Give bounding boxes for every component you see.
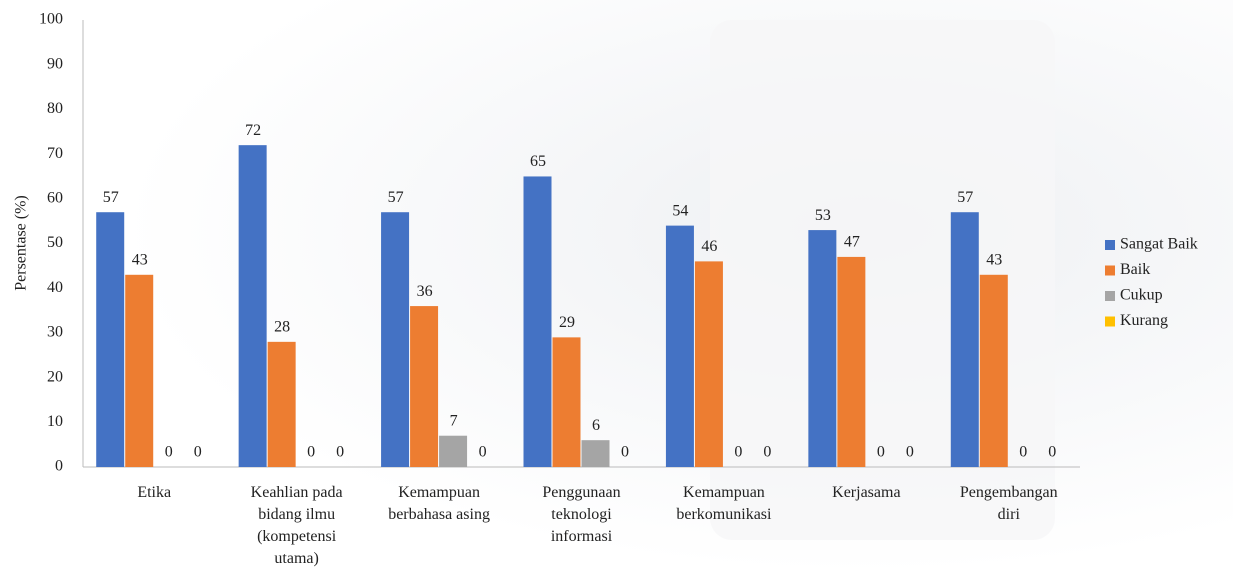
y-tick-label: 50 bbox=[47, 234, 63, 251]
data-label: 0 bbox=[307, 444, 315, 461]
y-tick-label: 60 bbox=[47, 189, 63, 206]
data-label: 65 bbox=[530, 153, 546, 170]
data-label: 0 bbox=[1019, 444, 1027, 461]
x-tick-label: Pengembangan diri bbox=[960, 484, 1058, 523]
bar bbox=[125, 274, 154, 467]
data-label: 0 bbox=[763, 444, 771, 461]
x-tick-label: Keahlian pada bidang ilmu (kompetensi utama… bbox=[251, 484, 343, 567]
data-label: 0 bbox=[1048, 444, 1056, 461]
bar bbox=[410, 306, 439, 467]
bar bbox=[665, 225, 694, 467]
data-label: 0 bbox=[877, 444, 885, 461]
data-label: 36 bbox=[417, 283, 433, 300]
legend-swatch bbox=[1105, 240, 1115, 250]
data-label: 0 bbox=[165, 444, 173, 461]
data-label: 6 bbox=[592, 417, 600, 434]
bar bbox=[808, 230, 837, 467]
legend-label: Baik bbox=[1120, 261, 1150, 278]
data-label: 0 bbox=[621, 444, 629, 461]
bar bbox=[552, 337, 581, 467]
data-label: 72 bbox=[245, 122, 261, 139]
data-label: 29 bbox=[559, 314, 575, 331]
legend-label: Kurang bbox=[1120, 312, 1168, 329]
data-label: 0 bbox=[194, 444, 202, 461]
data-label: 57 bbox=[388, 189, 404, 206]
data-label: 46 bbox=[701, 238, 717, 255]
y-tick-label: 90 bbox=[47, 55, 63, 72]
bar bbox=[381, 212, 410, 467]
data-label: 0 bbox=[479, 444, 487, 461]
bar bbox=[979, 274, 1008, 467]
y-axis-label: Persentase (%) bbox=[13, 195, 30, 291]
bar bbox=[523, 176, 552, 467]
data-label: 53 bbox=[815, 207, 831, 224]
y-tick-label: 20 bbox=[47, 368, 63, 385]
x-tick-label: Penggunaan teknologi informasi bbox=[542, 484, 620, 545]
x-tick-label: Kerjasama bbox=[832, 484, 900, 501]
x-tick-label: Kemampuan berbahasa asing bbox=[388, 484, 490, 523]
data-label: 57 bbox=[103, 189, 119, 206]
legend-label: Cukup bbox=[1120, 287, 1163, 304]
data-label: 57 bbox=[957, 189, 973, 206]
legend-swatch bbox=[1105, 265, 1115, 276]
data-label: 28 bbox=[274, 319, 290, 336]
bar bbox=[96, 212, 125, 467]
bar bbox=[238, 145, 267, 467]
data-label: 43 bbox=[986, 251, 1002, 268]
data-label: 0 bbox=[734, 444, 742, 461]
bar bbox=[950, 212, 979, 467]
data-label: 0 bbox=[906, 444, 914, 461]
legend-swatch bbox=[1105, 291, 1115, 301]
data-label: 0 bbox=[336, 444, 344, 461]
bar bbox=[694, 261, 723, 467]
y-tick-label: 10 bbox=[47, 413, 63, 430]
y-tick-label: 70 bbox=[47, 145, 63, 162]
y-tick-label: 40 bbox=[47, 279, 63, 296]
bar bbox=[267, 341, 296, 467]
y-tick-label: 80 bbox=[47, 100, 63, 117]
data-label: 47 bbox=[844, 234, 860, 251]
legend-swatch bbox=[1105, 316, 1115, 327]
legend-label: Sangat Baik bbox=[1120, 236, 1198, 253]
data-label: 54 bbox=[672, 202, 688, 219]
y-tick-label: 100 bbox=[39, 11, 63, 28]
bar bbox=[439, 435, 468, 467]
data-label: 43 bbox=[132, 251, 148, 268]
bar bbox=[837, 256, 866, 467]
x-tick-label: Etika bbox=[137, 484, 171, 501]
x-tick-label: Kemampuan berkomunikasi bbox=[676, 484, 772, 523]
y-tick-label: 30 bbox=[47, 324, 63, 341]
y-tick-label: 0 bbox=[55, 458, 63, 475]
data-label: 7 bbox=[450, 412, 458, 429]
bar bbox=[581, 440, 610, 467]
